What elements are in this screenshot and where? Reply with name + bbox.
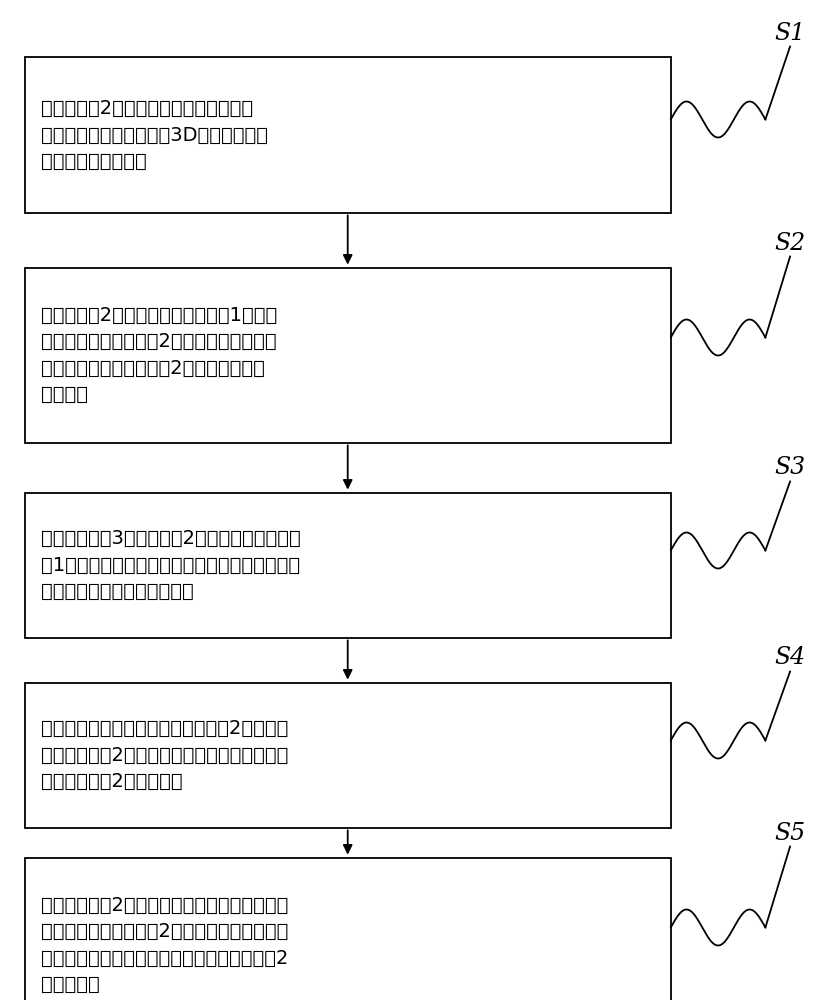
Text: S2: S2 <box>774 232 806 254</box>
Text: S5: S5 <box>774 822 806 844</box>
Bar <box>25 57 671 213</box>
Text: 通过智能终端3对机电设备2零部件和对应机电模
型1上的芯片或二维码标签进行扫描，读取芯片或
二维码内存储的机电设备信息: 通过智能终端3对机电设备2零部件和对应机电模 型1上的芯片或二维码标签进行扫描，… <box>41 529 301 601</box>
Bar <box>25 267 671 442</box>
Bar <box>25 857 671 1000</box>
Text: S3: S3 <box>774 456 806 480</box>
Text: 在机电设备2零部件和对应机电模型1内部分
别嵌入记录有机电设备2零部件信息的芯片，
或者悬挂记录有机电设备2零部件信息的二
维码标签: 在机电设备2零部件和对应机电模型1内部分 别嵌入记录有机电设备2零部件信息的芯片… <box>41 306 277 404</box>
Bar <box>25 492 671 638</box>
Text: 对机电设备2进行层级划分，并按照划分
层次进行三维建模，通过3D打印设备进行
机电分层次模型打印: 对机电设备2进行层级划分，并按照划分 层次进行三维建模，通过3D打印设备进行 机… <box>41 99 268 171</box>
Text: 根据芯片或二维码内存储的机电设备2零部件信
息对机电设备2进行实地巡检，实地巡检过程中
记录机电设备2的巡检信息: 根据芯片或二维码内存储的机电设备2零部件信 息对机电设备2进行实地巡检，实地巡检… <box>41 719 289 791</box>
Text: 根据机电设备2的巡检信息实时更新优化芯片或
二维码对应的机电设备2零部件信息，并通过后
台服务器对巡检信息进行分析，优化机电设备2
的巡检路线: 根据机电设备2的巡检信息实时更新优化芯片或 二维码对应的机电设备2零部件信息，并… <box>41 896 289 994</box>
Text: S1: S1 <box>774 21 806 44</box>
Bar <box>25 682 671 828</box>
Text: S4: S4 <box>774 647 806 670</box>
